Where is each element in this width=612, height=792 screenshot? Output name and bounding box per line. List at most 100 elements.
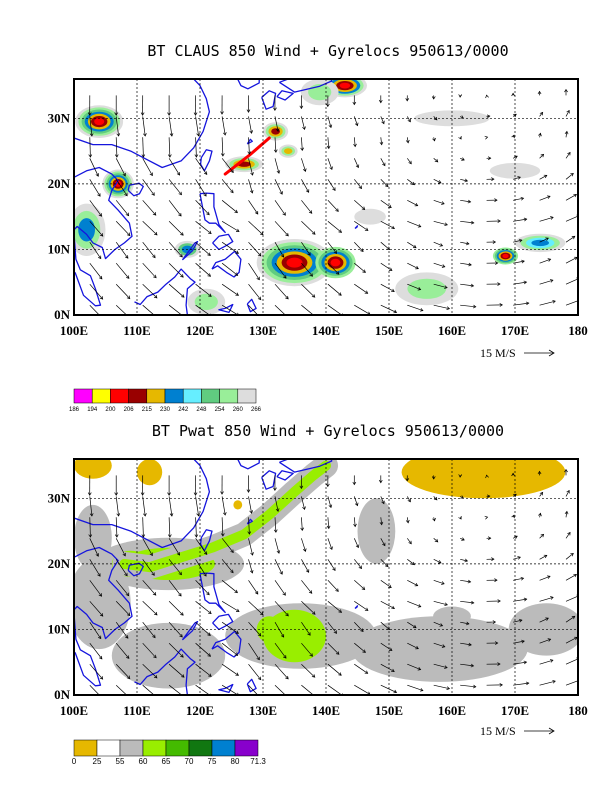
wind-arrow-head xyxy=(153,654,157,659)
wind-arrow-head xyxy=(353,523,357,528)
wind-arrow xyxy=(274,221,289,237)
gridlines xyxy=(74,79,578,315)
wind-arrow-head xyxy=(181,674,185,678)
wind-arrow xyxy=(195,601,212,614)
wind-arrow xyxy=(565,680,578,686)
coastline-segment xyxy=(261,90,277,110)
wind-arrow xyxy=(407,158,412,165)
wind-arrow-head xyxy=(259,317,262,320)
wind-arrow-head xyxy=(417,604,422,608)
coastline-segment xyxy=(218,303,234,314)
wind-arrow-head xyxy=(122,172,126,177)
wind-arrow-head xyxy=(246,109,251,113)
wind-arrow xyxy=(142,663,158,679)
wind-arrow-head xyxy=(122,552,126,557)
coastline-segment xyxy=(276,90,294,101)
wind-arrow xyxy=(274,663,289,680)
wind-arrow xyxy=(168,538,180,556)
wind-arrow-head xyxy=(484,515,489,520)
wind-arrow xyxy=(274,137,277,153)
wind-arrow-head xyxy=(539,491,544,496)
colorbar-swatch xyxy=(142,739,167,757)
wind-arrow-head xyxy=(545,617,549,621)
wind-arrow-head xyxy=(332,567,336,571)
wind-arrow-head xyxy=(388,584,392,588)
wind-arrow-head xyxy=(125,212,130,217)
wind-arrow xyxy=(380,580,392,588)
coastline-segment xyxy=(74,546,133,640)
wind-arrow xyxy=(274,496,279,512)
y-tick-label: 20N xyxy=(48,176,71,191)
wind-arrow-head xyxy=(235,292,239,296)
wind-arrow xyxy=(407,304,424,311)
wind-arrow-head xyxy=(299,485,304,490)
wind-arrow-head xyxy=(308,210,313,214)
wind-arrow xyxy=(539,638,551,644)
wind-arrow-head xyxy=(417,286,422,291)
wind-arrow xyxy=(327,221,342,233)
wind-arrow-head xyxy=(355,544,360,549)
x-tick-label: 100E xyxy=(60,323,88,338)
wind-arrow xyxy=(115,538,126,557)
wind-arrow xyxy=(380,621,390,630)
wind-arrow-head xyxy=(405,519,410,524)
wind-arrow-head xyxy=(385,563,389,568)
wind-arrow xyxy=(460,558,468,562)
wind-arrow xyxy=(221,642,238,656)
wind-arrow-head xyxy=(154,611,158,616)
coastline-segment xyxy=(279,79,333,93)
wind-arrow xyxy=(89,200,102,217)
wind-arrow-head xyxy=(283,655,287,659)
wind-arrow-head xyxy=(249,190,254,194)
wind-arrow-head xyxy=(415,645,419,650)
wind-arrow xyxy=(301,179,310,193)
plot-frame xyxy=(73,458,579,696)
wind-arrow-head xyxy=(176,552,180,556)
coastline-segment xyxy=(246,678,257,693)
wind-arrow xyxy=(274,622,285,638)
coastline-segment xyxy=(211,250,242,278)
wind-arrow xyxy=(354,221,369,231)
coastline-segment xyxy=(279,459,333,473)
wind-arrow-head xyxy=(273,487,277,491)
wind-arrow xyxy=(539,680,556,686)
wind-arrow-head xyxy=(125,635,129,639)
wind-arrow xyxy=(168,283,185,298)
wind-arrow-head xyxy=(259,697,262,700)
wind-arrow xyxy=(274,242,285,258)
wind-arrow-head xyxy=(249,130,254,134)
wind-arrow xyxy=(539,279,554,285)
colorbar-swatch xyxy=(234,739,259,757)
wind-arrow-head xyxy=(151,192,155,196)
vector-scale-arrow xyxy=(524,727,555,735)
wind-arrow xyxy=(195,559,207,577)
wind-arrow-head xyxy=(564,88,568,93)
wind-arrow xyxy=(513,556,521,560)
wind-arrow-head xyxy=(169,513,174,517)
wind-arrow xyxy=(407,241,417,248)
wind-arrow-head xyxy=(193,112,198,116)
wind-arrow xyxy=(301,684,314,695)
wind-arrow-head xyxy=(332,187,336,191)
wind-arrow xyxy=(353,158,359,168)
wind-arrow xyxy=(565,194,577,201)
wind-arrow xyxy=(115,283,131,299)
wind-arrow xyxy=(407,642,419,650)
colorbar-swatch xyxy=(165,739,190,757)
wind-arrow xyxy=(89,262,103,280)
wind-arrow-head xyxy=(302,506,306,511)
wind-arrow-head xyxy=(391,668,395,672)
wind-arrow xyxy=(354,262,366,273)
wind-arrow xyxy=(433,579,445,585)
wind-arrow-head xyxy=(378,479,383,484)
wind-arrow-head xyxy=(125,275,130,279)
wind-arrow xyxy=(115,663,131,679)
wind-arrow-head xyxy=(566,489,570,494)
wind-arrow-head xyxy=(514,155,518,159)
wind-arrow-head xyxy=(283,275,287,279)
wind-arrow-head xyxy=(305,569,310,573)
colorbar-swatch xyxy=(211,739,236,757)
wind-vectors xyxy=(87,468,578,700)
wind-arrow xyxy=(565,110,570,117)
cloud-field xyxy=(74,79,566,315)
